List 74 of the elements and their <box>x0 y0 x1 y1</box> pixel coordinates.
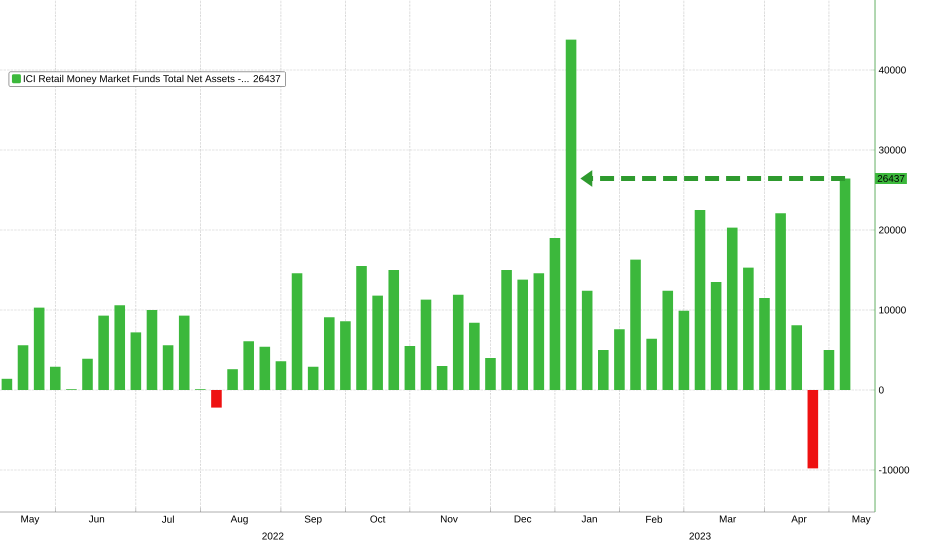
bar <box>840 178 850 390</box>
y-tick-label: 20000 <box>879 226 906 234</box>
text: 2023 <box>689 532 711 540</box>
bar <box>260 346 270 390</box>
bar <box>404 346 416 390</box>
x-tick-label: Jan <box>582 516 597 522</box>
bar <box>420 300 432 390</box>
text: 2022 <box>262 532 284 540</box>
bar <box>726 228 738 390</box>
x-tick-label: Nov <box>440 516 458 522</box>
bar <box>211 390 222 408</box>
bar <box>178 316 190 390</box>
bar <box>743 268 754 390</box>
bar <box>775 213 786 390</box>
bar <box>646 338 657 390</box>
bar <box>146 310 158 390</box>
bar <box>372 296 383 390</box>
x-tick-label: Aug <box>230 516 248 524</box>
bar <box>227 369 238 390</box>
bar <box>34 308 44 390</box>
bar <box>292 273 302 390</box>
bar <box>324 317 335 390</box>
bar <box>388 270 400 390</box>
x-tick-label: May <box>21 516 40 524</box>
bar <box>340 321 351 390</box>
bar <box>710 282 722 390</box>
bar <box>469 322 480 390</box>
x-tick-label: Dec <box>514 516 532 522</box>
bar <box>808 390 818 468</box>
y-tick-label: 30000 <box>878 146 906 154</box>
x-tick-label: Jun <box>88 516 104 522</box>
annotation: 26437 <box>878 174 904 182</box>
bar <box>517 280 528 390</box>
legend-label: ICI Retail Money Market Funds Total Net Assets -... 26437 <box>24 74 280 84</box>
bar <box>598 350 609 390</box>
bar <box>114 305 126 390</box>
bar <box>50 366 61 390</box>
bar <box>630 260 641 390</box>
bar <box>662 290 674 390</box>
bar <box>452 294 464 390</box>
bar <box>501 270 512 390</box>
x-tick-label: Oct <box>370 516 386 523</box>
bar <box>82 358 93 390</box>
y-tick-label: -10000 <box>878 466 910 474</box>
bar <box>485 358 496 390</box>
bar <box>694 210 706 390</box>
bar <box>534 273 544 390</box>
bar <box>791 325 802 390</box>
bar <box>614 329 625 390</box>
x-tick-label: May <box>852 516 871 524</box>
x-tick-label: Sep <box>304 516 322 525</box>
x-tick-label: Mar <box>720 516 736 522</box>
bar <box>162 345 174 390</box>
bar <box>276 361 286 390</box>
bar <box>243 341 254 390</box>
bar <box>678 310 690 390</box>
bar <box>2 378 12 390</box>
bar <box>550 238 560 390</box>
bar <box>130 332 142 390</box>
bar <box>759 298 770 390</box>
bar <box>436 366 448 390</box>
y-tick-label: 40000 <box>878 66 906 74</box>
bar <box>356 266 367 390</box>
bar <box>582 290 592 390</box>
y-tick-label: 0 <box>878 386 884 394</box>
bar <box>824 350 834 390</box>
bar <box>98 316 109 390</box>
x-tick-label: Apr <box>791 516 807 524</box>
y-tick-label: 10000 <box>879 306 906 314</box>
bar <box>566 40 576 390</box>
x-tick-label: Feb <box>646 516 662 523</box>
bar <box>308 366 318 390</box>
bar <box>18 345 28 390</box>
x-tick-label: Jul <box>162 516 174 523</box>
